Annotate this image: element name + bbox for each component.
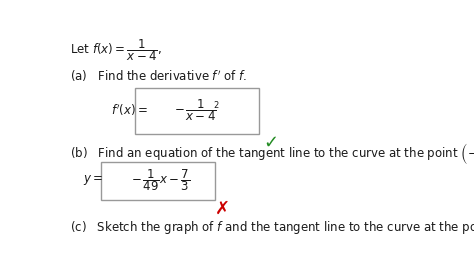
Text: (b)   Find an equation of the tangent line to the curve at the point $\left(-3,\: (b) Find an equation of the tangent line… [70, 142, 474, 167]
Text: ✓: ✓ [263, 133, 278, 151]
FancyBboxPatch shape [135, 88, 259, 134]
FancyBboxPatch shape [101, 162, 215, 200]
Text: $y =$: $y =$ [83, 173, 103, 187]
Text: (c)   Sketch the graph of $f$ and the tangent line to the curve at the point $\l: (c) Sketch the graph of $f$ and the tang… [70, 215, 474, 241]
Text: $-\,\dfrac{1}{x-4}^{\!\!2}$: $-\,\dfrac{1}{x-4}^{\!\!2}$ [174, 97, 220, 123]
Text: $-\,\dfrac{1}{49}x - \dfrac{7}{3}$: $-\,\dfrac{1}{49}x - \dfrac{7}{3}$ [131, 168, 190, 193]
Text: $f'(x) =$: $f'(x) =$ [110, 102, 147, 118]
Text: ✗: ✗ [215, 199, 230, 217]
Text: Let $f(x) = \dfrac{1}{x-4},$: Let $f(x) = \dfrac{1}{x-4},$ [70, 38, 162, 63]
Text: (a)   Find the derivative $f'$ of $f$.: (a) Find the derivative $f'$ of $f$. [70, 68, 247, 84]
